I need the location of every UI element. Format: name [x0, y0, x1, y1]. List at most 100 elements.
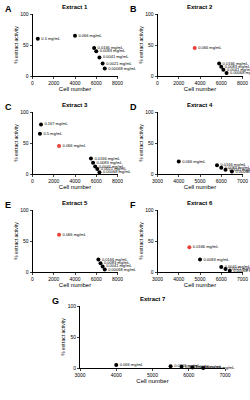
svg-text:0.00068 mg/mL: 0.00068 mg/mL: [207, 365, 236, 370]
svg-text:8000: 8000: [112, 80, 123, 86]
svg-text:0: 0: [31, 178, 34, 184]
svg-text:7000: 7000: [237, 276, 248, 282]
svg-text:C: C: [5, 102, 12, 112]
svg-text:2000: 2000: [48, 80, 59, 86]
svg-text:3000: 3000: [152, 178, 163, 184]
svg-text:0.066 mg/mL: 0.066 mg/mL: [63, 143, 87, 148]
svg-text:4000: 4000: [173, 178, 184, 184]
svg-text:0.0166 mg/mL: 0.0166 mg/mL: [221, 162, 247, 167]
svg-text:0.066 mg/mL: 0.066 mg/mL: [79, 33, 103, 38]
svg-text:0.0083 mg/mL: 0.0083 mg/mL: [225, 165, 250, 170]
svg-text:% extract activity: % extract activity: [138, 222, 144, 260]
svg-text:% extract activity: % extract activity: [138, 124, 144, 162]
svg-text:5000: 5000: [194, 276, 205, 282]
svg-text:0.00068 mg/mL: 0.00068 mg/mL: [108, 66, 137, 71]
svg-text:0.0041 mg/mL: 0.0041 mg/mL: [106, 263, 132, 268]
svg-text:6000: 6000: [216, 80, 227, 86]
svg-text:4000: 4000: [69, 80, 80, 86]
svg-text:0.0021 mg/mL: 0.0021 mg/mL: [106, 61, 132, 66]
svg-text:Extract 2: Extract 2: [187, 4, 213, 10]
svg-text:4000: 4000: [69, 178, 80, 184]
svg-text:100: 100: [20, 207, 29, 213]
svg-text:0.0166 mg/mL: 0.0166 mg/mL: [174, 363, 200, 368]
svg-text:0.0041 mg/mL: 0.0041 mg/mL: [225, 264, 250, 269]
svg-text:0: 0: [151, 171, 154, 177]
svg-text:% extract activity: % extract activity: [13, 26, 19, 64]
svg-text:0.0166 mg/mL: 0.0166 mg/mL: [98, 45, 124, 50]
svg-text:2000: 2000: [48, 276, 59, 282]
svg-text:7000: 7000: [219, 372, 230, 378]
svg-text:4000: 4000: [194, 80, 205, 86]
svg-text:0: 0: [151, 73, 154, 79]
svg-text:6000: 6000: [183, 372, 194, 378]
svg-text:0.0041 mg/mL: 0.0041 mg/mL: [196, 364, 222, 369]
svg-text:100: 100: [145, 11, 154, 17]
svg-text:0.0041 mg/mL: 0.0041 mg/mL: [227, 67, 250, 72]
svg-text:0.0166 mg/mL: 0.0166 mg/mL: [193, 244, 219, 249]
svg-text:0: 0: [31, 276, 34, 282]
svg-text:Extract 6: Extract 6: [187, 200, 213, 206]
svg-text:% extract activity: % extract activity: [138, 26, 144, 64]
svg-text:0: 0: [31, 80, 34, 86]
svg-text:Cell number: Cell number: [59, 86, 91, 92]
svg-text:4000: 4000: [111, 372, 122, 378]
svg-text:6000: 6000: [91, 276, 102, 282]
svg-text:0.0041 mg/mL: 0.0041 mg/mL: [229, 167, 250, 172]
svg-text:100: 100: [68, 303, 77, 309]
svg-text:Cell number: Cell number: [59, 282, 91, 288]
svg-text:0: 0: [156, 80, 159, 86]
svg-text:100: 100: [20, 11, 29, 17]
svg-text:50: 50: [23, 42, 29, 48]
svg-text:Cell number: Cell number: [184, 86, 216, 92]
svg-text:% extract activity: % extract activity: [60, 318, 66, 356]
svg-text:4000: 4000: [173, 276, 184, 282]
svg-text:3000: 3000: [152, 276, 163, 282]
svg-text:Cell number: Cell number: [184, 282, 216, 288]
svg-text:50: 50: [148, 42, 154, 48]
svg-text:100: 100: [145, 207, 154, 213]
svg-text:Extract 3: Extract 3: [62, 102, 88, 108]
svg-text:0: 0: [151, 269, 154, 275]
svg-text:0.0083 mg/mL: 0.0083 mg/mL: [100, 48, 126, 53]
svg-text:0.00068 mg/mL: 0.00068 mg/mL: [108, 267, 137, 272]
svg-text:Cell number: Cell number: [59, 184, 91, 190]
svg-text:Extract 1: Extract 1: [62, 4, 88, 10]
svg-text:0.00068 mg/mL: 0.00068 mg/mL: [233, 268, 250, 273]
svg-text:8000: 8000: [112, 178, 123, 184]
svg-text:0: 0: [26, 269, 29, 275]
svg-text:0.0041 mg/mL: 0.0041 mg/mL: [99, 164, 125, 169]
svg-text:0: 0: [26, 171, 29, 177]
svg-text:8000: 8000: [237, 80, 248, 86]
svg-text:5000: 5000: [147, 372, 158, 378]
svg-text:6000: 6000: [91, 178, 102, 184]
svg-text:2000: 2000: [48, 178, 59, 184]
svg-text:7000: 7000: [237, 178, 248, 184]
svg-text:6000: 6000: [216, 178, 227, 184]
svg-text:6000: 6000: [91, 80, 102, 86]
svg-text:0.0166 mg/mL: 0.0166 mg/mL: [102, 257, 128, 262]
svg-text:0.0083 mg/mL: 0.0083 mg/mL: [204, 257, 230, 262]
svg-text:A: A: [5, 4, 12, 14]
svg-text:5000: 5000: [194, 178, 205, 184]
svg-text:B: B: [130, 4, 137, 14]
svg-text:100: 100: [145, 109, 154, 115]
svg-text:3000: 3000: [74, 372, 85, 378]
svg-text:0.167 mg/mL: 0.167 mg/mL: [45, 121, 69, 126]
svg-text:0.066 mg/mL: 0.066 mg/mL: [63, 232, 87, 237]
svg-text:0.066 mg/mL: 0.066 mg/mL: [182, 159, 206, 164]
svg-text:50: 50: [70, 334, 76, 340]
svg-text:0.5 mg/mL: 0.5 mg/mL: [41, 36, 61, 41]
svg-text:0.00068 mg/mL: 0.00068 mg/mL: [230, 70, 250, 75]
svg-text:E: E: [5, 200, 11, 210]
svg-text:0.00068 mg/mL: 0.00068 mg/mL: [103, 169, 132, 174]
svg-text:0.0083 mg/mL: 0.0083 mg/mL: [104, 260, 130, 265]
svg-text:4000: 4000: [69, 276, 80, 282]
svg-text:Cell number: Cell number: [184, 184, 216, 190]
svg-text:0.0083 mg/mL: 0.0083 mg/mL: [225, 64, 250, 69]
svg-text:0.0166 mg/mL: 0.0166 mg/mL: [94, 156, 120, 161]
svg-text:0.00068 mg/mL: 0.00068 mg/mL: [235, 169, 250, 174]
svg-text:F: F: [130, 200, 136, 210]
svg-text:50: 50: [23, 140, 29, 146]
svg-text:G: G: [52, 296, 59, 306]
svg-text:50: 50: [23, 238, 29, 244]
